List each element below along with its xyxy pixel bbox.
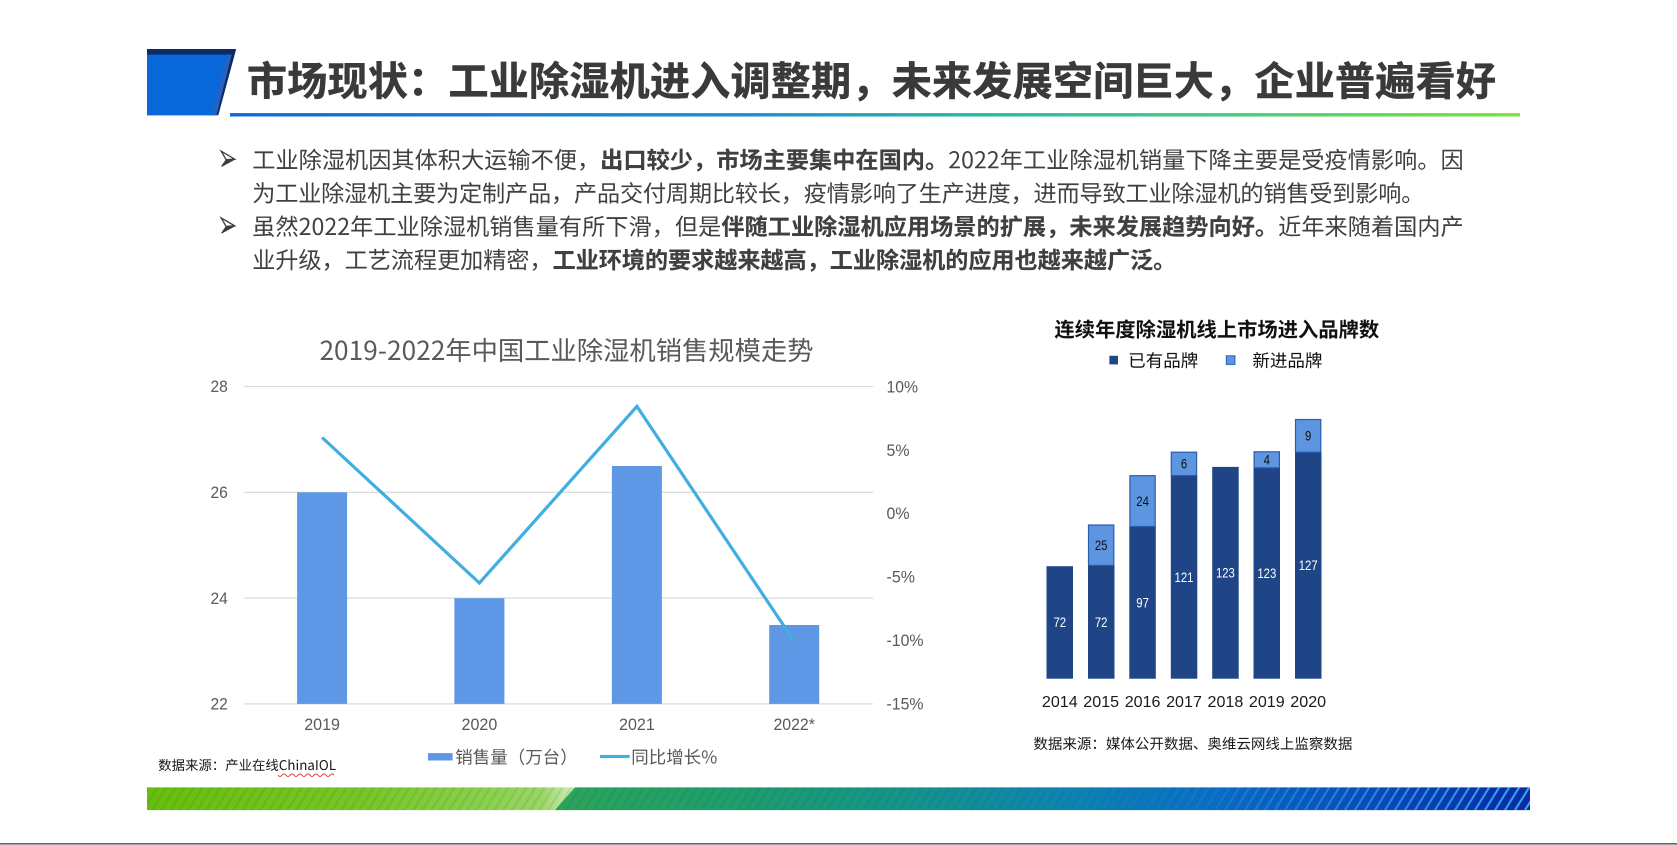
svg-text:2021: 2021: [619, 716, 655, 734]
svg-text:28: 28: [211, 378, 228, 396]
svg-text:2016: 2016: [1125, 694, 1161, 711]
svg-text:72: 72: [1054, 615, 1067, 630]
svg-text:10%: 10%: [887, 378, 919, 396]
svg-text:2019: 2019: [1249, 694, 1285, 711]
svg-text:127: 127: [1299, 558, 1318, 573]
svg-text:2014: 2014: [1042, 694, 1078, 711]
svg-text:-5%: -5%: [887, 569, 916, 587]
svg-text:2017: 2017: [1166, 694, 1202, 711]
svg-text:72: 72: [1095, 615, 1108, 630]
svg-text:0%: 0%: [887, 505, 910, 523]
svg-text:2022*: 2022*: [773, 716, 815, 734]
svg-text:6: 6: [1181, 457, 1187, 472]
svg-text:9: 9: [1305, 429, 1311, 444]
svg-text:24: 24: [1136, 494, 1149, 509]
svg-text:26: 26: [211, 484, 228, 502]
svg-text:2020: 2020: [1290, 694, 1326, 711]
svg-text:123: 123: [1257, 566, 1276, 581]
svg-text:2015: 2015: [1083, 694, 1119, 711]
svg-text:2019: 2019: [304, 716, 340, 734]
svg-text:22: 22: [211, 696, 228, 714]
svg-text:-15%: -15%: [887, 696, 924, 714]
svg-text:25: 25: [1095, 538, 1108, 553]
svg-text:2020: 2020: [462, 716, 498, 734]
svg-text:97: 97: [1136, 595, 1149, 610]
svg-text:121: 121: [1175, 570, 1194, 585]
svg-text:-10%: -10%: [887, 632, 924, 650]
svg-text:123: 123: [1216, 566, 1235, 581]
svg-text:24: 24: [211, 590, 228, 608]
svg-text:5%: 5%: [887, 442, 910, 460]
svg-text:4: 4: [1264, 453, 1271, 468]
svg-text:2018: 2018: [1208, 694, 1244, 711]
